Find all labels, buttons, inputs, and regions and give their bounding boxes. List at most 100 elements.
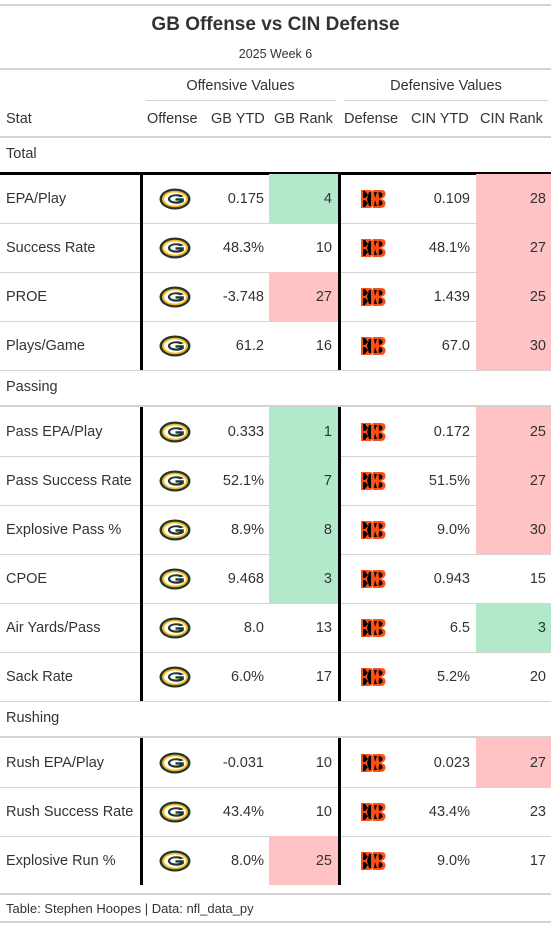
cin-rank-value: 25	[476, 272, 551, 321]
column-divider	[338, 407, 341, 701]
row-divider	[0, 787, 551, 788]
table-row: EPA/Play 0.175 4 0.109 28	[0, 174, 551, 223]
bengals-b-logo-icon	[359, 666, 387, 688]
cin-rank-value: 30	[476, 505, 551, 554]
group-rule	[0, 370, 551, 371]
stat-name: Rush EPA/Play	[6, 754, 105, 771]
cin-ytd-value: 48.1%	[428, 239, 470, 256]
gb-rank-value: 1	[269, 407, 338, 456]
column-header-cin-rank: CIN Rank	[480, 111, 543, 127]
cin-ytd-value: 5.2%	[436, 668, 470, 685]
stat-name: Explosive Pass %	[6, 521, 122, 538]
cin-rank-value: 27	[476, 738, 551, 787]
offense-logo-cell	[143, 174, 206, 223]
spanner-offensive-line	[146, 100, 336, 101]
column-header-rule	[0, 136, 551, 138]
gb-ytd-value: -0.031	[222, 754, 264, 771]
column-header-defense: Defense	[344, 111, 399, 127]
offense-logo-cell	[143, 505, 206, 554]
gb-ytd-value: -3.748	[222, 288, 264, 305]
gb-rank-value: 8	[269, 505, 338, 554]
defense-logo-cell	[341, 738, 405, 787]
bengals-b-logo-icon	[359, 617, 387, 639]
bengals-b-logo-icon	[359, 237, 387, 259]
packers-g-logo-icon	[159, 752, 191, 774]
bengals-b-logo-icon	[359, 421, 387, 443]
offense-logo-cell	[143, 738, 206, 787]
gb-rank-value: 7	[269, 456, 338, 505]
stat-name: Pass Success Rate	[6, 472, 132, 489]
table-row: PROE -3.748 27 1.439 25	[0, 272, 551, 321]
group-label-rushing: Rushing	[6, 710, 60, 726]
cin-ytd-value: 0.943	[433, 570, 470, 587]
gb-rank-value: 27	[269, 272, 338, 321]
packers-g-logo-icon	[159, 568, 191, 590]
subtitle-rule	[0, 68, 551, 70]
group-label-total: Total	[6, 146, 37, 162]
gb-ytd-value: 9.468	[227, 570, 264, 587]
stat-name: EPA/Play	[6, 190, 67, 207]
packers-g-logo-icon	[159, 335, 191, 357]
stat-name: CPOE	[6, 570, 48, 587]
cin-rank-value: 17	[529, 852, 546, 869]
cin-rank-value: 30	[476, 321, 551, 370]
table-source-note: Table: Stephen Hoopes | Data: nfl_data_p…	[6, 901, 254, 916]
packers-g-logo-icon	[159, 617, 191, 639]
cin-rank-value: 27	[476, 456, 551, 505]
row-divider	[0, 652, 551, 653]
bengals-b-logo-icon	[359, 850, 387, 872]
table-subtitle: 2025 Week 6	[238, 47, 313, 61]
defense-logo-cell	[341, 554, 405, 603]
group-label-passing: Passing	[6, 379, 58, 395]
table-row: Rush Success Rate 43.4% 10 43.4% 23	[0, 787, 551, 836]
stat-name: Sack Rate	[6, 668, 73, 685]
defense-logo-cell	[341, 505, 405, 554]
column-header-gb-ytd: GB YTD	[211, 111, 265, 127]
bengals-b-logo-icon	[359, 801, 387, 823]
stat-name: Explosive Run %	[6, 852, 116, 869]
offense-logo-cell	[143, 787, 206, 836]
gb-ytd-value: 8.0%	[230, 852, 264, 869]
gb-ytd-value: 43.4%	[222, 803, 264, 820]
cin-ytd-value: 1.439	[433, 288, 470, 305]
defense-logo-cell	[341, 223, 405, 272]
row-divider	[0, 321, 551, 322]
defense-logo-cell	[341, 456, 405, 505]
stat-name: PROE	[6, 288, 48, 305]
cin-ytd-value: 9.0%	[436, 852, 470, 869]
spanner-offensive-values: Offensive Values	[186, 78, 295, 94]
table-row: Explosive Pass % 8.9% 8 9.0% 30	[0, 505, 551, 554]
gb-rank-value: 13	[315, 619, 332, 636]
column-divider	[140, 174, 143, 370]
gb-ytd-value: 52.1%	[222, 472, 264, 489]
group-divider-rule	[0, 405, 551, 407]
cin-rank-value: 23	[529, 803, 546, 820]
offense-logo-cell	[143, 652, 206, 701]
packers-g-logo-icon	[159, 421, 191, 443]
packers-g-logo-icon	[159, 188, 191, 210]
defense-logo-cell	[341, 787, 405, 836]
table-row: Sack Rate 6.0% 17 5.2% 20	[0, 652, 551, 701]
packers-g-logo-icon	[159, 237, 191, 259]
stat-name: Success Rate	[6, 239, 96, 256]
gb-ytd-value: 0.333	[227, 423, 264, 440]
packers-g-logo-icon	[159, 666, 191, 688]
column-header-gb-rank: GB Rank	[274, 111, 333, 127]
gb-rank-value: 16	[315, 337, 332, 354]
group-divider-rule	[0, 736, 551, 738]
gb-ytd-value: 0.175	[227, 190, 264, 207]
cin-rank-value: 3	[476, 603, 551, 652]
defense-logo-cell	[341, 652, 405, 701]
offense-logo-cell	[143, 223, 206, 272]
offense-logo-cell	[143, 321, 206, 370]
offense-logo-cell	[143, 407, 206, 456]
table-row: Success Rate 48.3% 10 48.1% 27	[0, 223, 551, 272]
top-rule	[0, 4, 551, 6]
packers-g-logo-icon	[159, 470, 191, 492]
column-divider	[338, 174, 341, 370]
total-group-rule	[0, 172, 551, 175]
stat-name: Pass EPA/Play	[6, 423, 103, 440]
packers-g-logo-icon	[159, 850, 191, 872]
gb-rank-value: 17	[315, 668, 332, 685]
